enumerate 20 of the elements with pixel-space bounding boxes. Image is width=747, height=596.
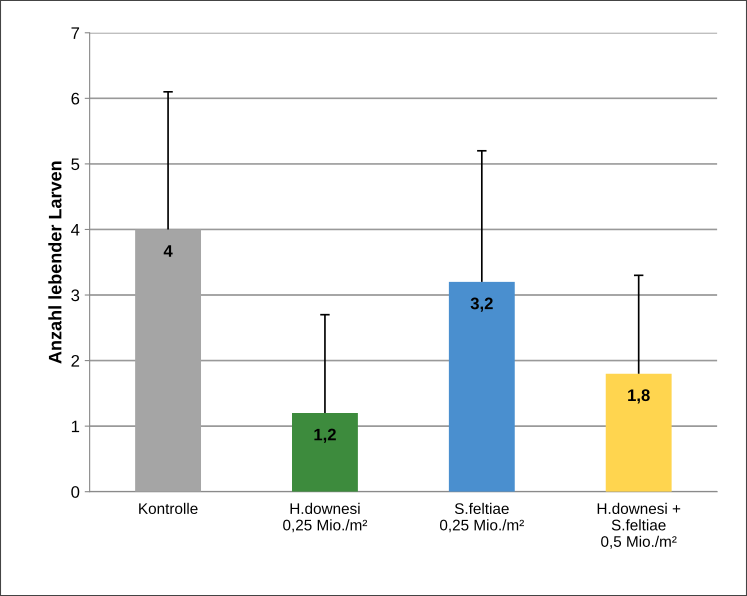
data-label: 1,8 [628, 389, 650, 404]
bar [606, 374, 672, 492]
data-label: 3,2 [470, 298, 493, 312]
bar [448, 282, 515, 492]
y-tick-label: 2 [71, 354, 80, 367]
y-tick-label: 1 [72, 420, 80, 432]
data-label: 1,2 [314, 428, 336, 443]
x-tick-label: H.downesi + S.feltiae 0,5 Mio./m² [598, 502, 680, 549]
data-label: 4 [164, 245, 173, 257]
x-tick-label: Kontrolle [139, 502, 198, 514]
y-tick-label: 0 [71, 486, 80, 498]
y-axis-title: Anzahl lebender Larven [48, 162, 62, 364]
x-tick-label: S.feltiae 0,25 Mio./m² [440, 502, 524, 532]
bar [292, 413, 358, 492]
y-tick-label: 6 [71, 92, 80, 105]
y-tick-label: 4 [71, 224, 80, 236]
x-tick-label: H.downesi 0,25 Mio./m² [283, 502, 368, 532]
y-tick-label: 5 [71, 158, 80, 170]
y-tick-label: 3 [71, 289, 80, 302]
y-tick-label: 7 [72, 27, 80, 39]
